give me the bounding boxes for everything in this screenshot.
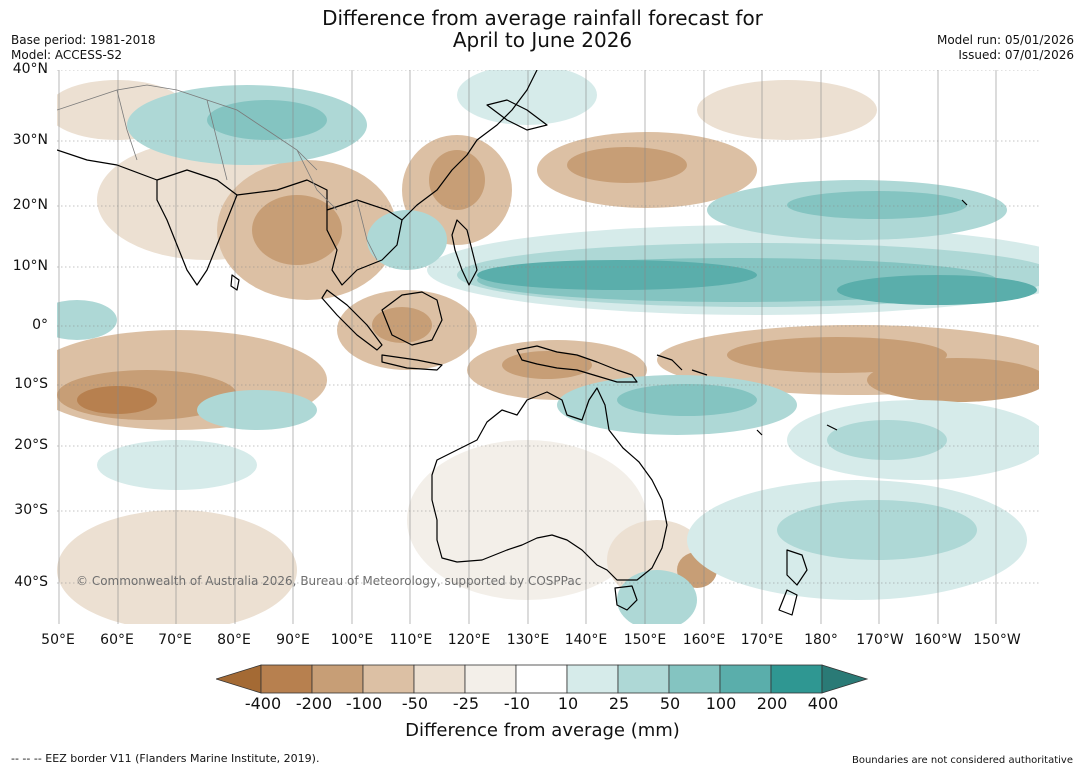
lat-label-20n: 20°N bbox=[12, 197, 48, 213]
lon-label-70e: 70°E bbox=[158, 632, 192, 648]
coastlines bbox=[57, 70, 968, 616]
lat-label-0: 0° bbox=[32, 317, 48, 333]
lon-label-90e: 90°E bbox=[276, 632, 310, 648]
colorbar-tick-3: -100 bbox=[345, 694, 383, 713]
srilanka-coastline bbox=[230, 274, 240, 291]
lat-label-40s: 40°S bbox=[14, 574, 48, 590]
colorbar-cells bbox=[216, 664, 869, 694]
colorbar-tick-8: 25 bbox=[608, 694, 630, 713]
lon-label-170e: 170°E bbox=[740, 632, 784, 648]
colorbar-extend-low bbox=[216, 664, 262, 694]
lon-label-160w: 160°W bbox=[914, 632, 962, 648]
lon-label-130e: 130°E bbox=[506, 632, 550, 648]
map-title-line2: April to June 2026 bbox=[452, 28, 633, 52]
model-run-text: Model run: 05/01/2026 bbox=[936, 33, 1074, 47]
new-zealand-coastline bbox=[778, 549, 808, 616]
colorbar-tick-11: 200 bbox=[756, 694, 788, 713]
colorbar-tick-12: 400 bbox=[807, 694, 839, 713]
india-coastline bbox=[156, 169, 238, 286]
new-guinea-coastline bbox=[516, 345, 638, 383]
tasmania-coastline bbox=[614, 585, 638, 611]
colorbar-label: Difference from average (mm) bbox=[405, 720, 680, 741]
boundaries-disclaimer: Boundaries are not considered authoritat… bbox=[851, 755, 1073, 766]
eez-border-note: -- -- -- EEZ border V11 (Flanders Marine… bbox=[11, 752, 320, 765]
colorbar-cell bbox=[413, 664, 466, 694]
java-coastline bbox=[381, 354, 443, 371]
lat-label-30s: 30°S bbox=[14, 502, 48, 518]
country-borders bbox=[57, 84, 378, 261]
map-title-line1: Difference from average rainfall forecas… bbox=[322, 6, 763, 30]
lon-label-80e: 80°E bbox=[217, 632, 251, 648]
lat-label-20s: 20°S bbox=[14, 437, 48, 453]
lon-label-150w: 150°W bbox=[973, 632, 1021, 648]
colorbar-tick-2: -200 bbox=[295, 694, 333, 713]
anomaly-shading bbox=[57, 70, 1039, 624]
lat-label-10s: 10°S bbox=[14, 376, 48, 392]
lon-label-50e: 50°E bbox=[41, 632, 75, 648]
base-period-text: Base period: 1981-2018 bbox=[11, 33, 156, 47]
lon-label-160e: 160°E bbox=[682, 632, 726, 648]
copyright-notice: © Commonwealth of Australia 2026, Bureau… bbox=[76, 574, 582, 588]
colorbar-tick-6: -10 bbox=[503, 694, 531, 713]
sumatra-coastline bbox=[321, 289, 383, 351]
asia-coastline bbox=[57, 70, 538, 221]
lon-label-120e: 120°E bbox=[447, 632, 491, 648]
philippines-coastline bbox=[451, 219, 478, 286]
lat-label-30n: 30°N bbox=[12, 132, 48, 148]
lon-label-180: 180° bbox=[804, 632, 838, 648]
colorbar-cell bbox=[260, 664, 313, 694]
colorbar-cell bbox=[311, 664, 364, 694]
colorbar-cell bbox=[464, 664, 517, 694]
colorbar-tick-1: -400 bbox=[244, 694, 282, 713]
lon-label-100e: 100°E bbox=[330, 632, 374, 648]
issued-text: Issued: 07/01/2026 bbox=[958, 48, 1074, 62]
colorbar-cell bbox=[617, 664, 670, 694]
colorbar-cell bbox=[566, 664, 619, 694]
colorbar-cell bbox=[770, 664, 823, 694]
colorbar-tick-7: 10 bbox=[557, 694, 579, 713]
pacific-islands bbox=[656, 199, 968, 436]
indochina-coastline bbox=[326, 199, 403, 286]
meta-right: Model run: 05/01/2026 Issued: 07/01/2026 bbox=[937, 33, 1074, 63]
lon-label-150e: 150°E bbox=[623, 632, 667, 648]
colorbar-cell bbox=[668, 664, 721, 694]
colorbar-tick-9: 50 bbox=[659, 694, 681, 713]
colorbar-tick-5: -25 bbox=[452, 694, 480, 713]
colorbar-tick-4: -50 bbox=[401, 694, 429, 713]
lon-label-170w: 170°W bbox=[856, 632, 904, 648]
model-text: Model: ACCESS-S2 bbox=[11, 48, 123, 62]
lon-label-140e: 140°E bbox=[564, 632, 608, 648]
colorbar bbox=[216, 664, 869, 694]
meta-left: Base period: 1981-2018 Model: ACCESS-S2 bbox=[11, 33, 156, 63]
lon-label-110e: 110°E bbox=[389, 632, 433, 648]
colorbar-extend-high bbox=[821, 664, 869, 694]
australia-coastline bbox=[431, 387, 668, 581]
meridians bbox=[58, 70, 997, 624]
lat-label-40n: 40°N bbox=[12, 61, 48, 77]
borneo-coastline bbox=[381, 291, 443, 346]
rainfall-anomaly-map bbox=[57, 70, 1039, 624]
japan-coastline bbox=[486, 99, 548, 131]
lat-label-10n: 10°N bbox=[12, 258, 48, 274]
colorbar-tick-10: 100 bbox=[705, 694, 737, 713]
colorbar-cell bbox=[515, 664, 568, 694]
lon-label-60e: 60°E bbox=[100, 632, 134, 648]
colorbar-cell bbox=[362, 664, 415, 694]
colorbar-cell bbox=[719, 664, 772, 694]
